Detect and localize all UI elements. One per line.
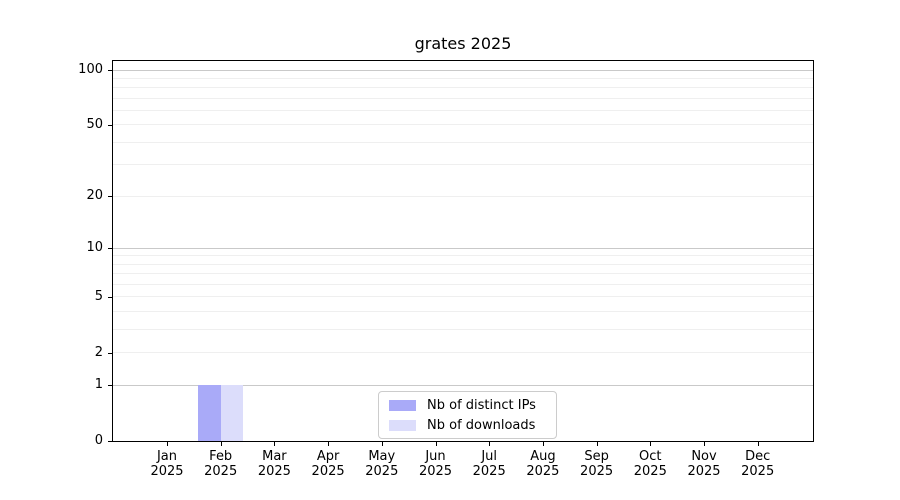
- minor-gridline: [113, 263, 813, 265]
- minor-gridline: [113, 124, 813, 126]
- x-tick-mark: [167, 442, 168, 446]
- x-tick-label: Jul 2025: [459, 449, 519, 479]
- y-tick-label: 0: [94, 433, 103, 448]
- x-tick-label: May 2025: [352, 449, 412, 479]
- minor-gridline: [113, 255, 813, 257]
- x-tick-year: 2025: [580, 464, 614, 479]
- minor-gridline: [113, 273, 813, 275]
- legend-label: Nb of distinct IPs: [427, 397, 536, 413]
- x-tick-year: 2025: [633, 464, 667, 479]
- plot-area: Nb of distinct IPs Nb of downloads: [112, 60, 814, 442]
- x-tick-label: Jun 2025: [406, 449, 466, 479]
- x-tick-month: Feb: [209, 449, 233, 464]
- major-gridline: [113, 69, 813, 71]
- x-tick-label: Oct 2025: [620, 449, 680, 479]
- y-tick-mark: [108, 124, 113, 126]
- minor-gridline: [113, 329, 813, 331]
- x-tick-month: Sep: [584, 449, 609, 464]
- x-tick-year: 2025: [204, 464, 238, 479]
- chart-title: grates 2025: [414, 34, 512, 53]
- minor-gridline: [113, 296, 813, 298]
- minor-gridline: [113, 352, 813, 354]
- x-tick-year: 2025: [526, 464, 560, 479]
- minor-gridline: [113, 97, 813, 99]
- legend-swatch: [389, 399, 416, 411]
- x-tick-month: Nov: [691, 449, 717, 464]
- y-tick-mark: [108, 196, 113, 198]
- x-tick-mark: [274, 442, 276, 446]
- y-tick-label: 2: [94, 344, 103, 360]
- minor-gridline: [113, 87, 813, 89]
- x-tick-label: Feb 2025: [191, 449, 251, 479]
- minor-gridline: [113, 311, 813, 313]
- x-tick-year: 2025: [311, 464, 345, 479]
- y-tick-mark: [108, 352, 113, 354]
- bar-nb-of-downloads: [220, 385, 244, 441]
- x-tick-label: Sep 2025: [567, 449, 627, 479]
- x-tick-mark: [650, 442, 652, 446]
- legend-swatch: [389, 419, 416, 431]
- x-tick-year: 2025: [418, 464, 453, 479]
- x-tick-year: 2025: [257, 464, 291, 479]
- major-gridline: [113, 384, 813, 386]
- y-tick-label: 20: [86, 188, 103, 204]
- x-tick-mark: [489, 442, 491, 446]
- x-tick-mark: [435, 442, 437, 446]
- minor-gridline: [113, 164, 813, 166]
- x-tick-mark: [757, 442, 759, 446]
- y-tick-label: 100: [78, 62, 103, 77]
- x-tick-month: Apr: [316, 449, 340, 464]
- y-tick-label: 10: [86, 240, 103, 256]
- major-gridline: [113, 247, 813, 249]
- legend-entry: Nb of distinct IPs: [389, 398, 546, 413]
- minor-gridline: [113, 195, 813, 197]
- x-tick-month: Jan: [156, 449, 178, 464]
- y-tick-mark: [108, 296, 113, 298]
- legend: Nb of distinct IPs Nb of downloads: [378, 391, 557, 439]
- y-tick-mark: [108, 70, 113, 71]
- x-tick-year: 2025: [687, 464, 721, 479]
- x-tick-label: Jan 2025: [137, 449, 197, 479]
- x-tick-label: Nov 2025: [674, 449, 734, 479]
- minor-gridline: [113, 284, 813, 286]
- x-tick-mark: [704, 442, 705, 446]
- x-tick-mark: [381, 442, 383, 446]
- y-tick-label: 5: [94, 288, 103, 304]
- y-tick-mark: [108, 385, 113, 387]
- x-tick-month: Dec: [745, 449, 771, 464]
- minor-gridline: [113, 110, 813, 112]
- y-tick-mark: [108, 248, 113, 250]
- x-tick-month: Oct: [639, 449, 662, 464]
- x-tick-month: Mar: [262, 449, 287, 464]
- y-tick-mark: [108, 441, 113, 442]
- x-tick-mark: [596, 442, 598, 446]
- y-tick-label: 50: [86, 116, 103, 132]
- minor-gridline: [113, 141, 813, 143]
- minor-gridline: [113, 77, 813, 79]
- x-tick-label: Aug 2025: [513, 449, 573, 479]
- x-tick-label: Mar 2025: [244, 449, 304, 479]
- legend-entry: Nb of downloads: [389, 418, 546, 433]
- x-tick-month: Jul: [481, 449, 498, 464]
- x-tick-label: Apr 2025: [298, 449, 358, 479]
- x-tick-mark: [542, 442, 544, 446]
- y-tick-label: 1: [94, 377, 103, 393]
- x-tick-year: 2025: [365, 464, 399, 479]
- x-tick-mark: [328, 442, 330, 446]
- x-tick-month: May: [368, 449, 396, 464]
- x-tick-year: 2025: [472, 464, 506, 479]
- x-tick-year: 2025: [150, 464, 184, 479]
- x-tick-mark: [220, 442, 222, 446]
- x-tick-year: 2025: [741, 464, 775, 479]
- x-tick-month: Aug: [530, 449, 556, 464]
- x-tick-month: Jun: [425, 449, 446, 464]
- x-tick-label: Dec 2025: [728, 449, 788, 479]
- bar-nb-of-distinct-ips: [198, 385, 221, 441]
- legend-label: Nb of downloads: [427, 417, 536, 433]
